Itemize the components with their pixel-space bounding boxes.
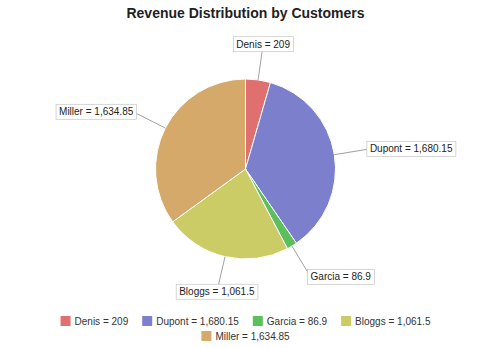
data-label: Bloggs = 1,061.5 (179, 286, 255, 297)
legend-label: Dupont = 1,680.15 (156, 316, 239, 327)
annotation-box (367, 141, 456, 156)
legend-item: Miller = 1,634.85 (201, 331, 290, 342)
data-label: Garcia = 86.9 (311, 271, 372, 282)
leader-line (133, 112, 165, 128)
legend-item: Bloggs = 1,061.5 (341, 316, 431, 327)
chart: Revenue Distribution by Customers Denis =… (0, 0, 491, 348)
legend-label: Miller = 1,634.85 (215, 331, 290, 342)
pie-slice (156, 79, 246, 222)
data-label: Denis = 209 (236, 39, 290, 50)
legend-swatch (201, 331, 211, 341)
legend-item: Dupont = 1,680.15 (142, 316, 239, 327)
pie (156, 79, 336, 259)
data-label: Dupont = 1,680.15 (370, 143, 453, 154)
legend-swatch (253, 316, 263, 326)
legend-item: Denis = 209 (61, 316, 129, 327)
legend-label: Bloggs = 1,061.5 (355, 316, 431, 327)
legend-swatch (61, 316, 71, 326)
annotation-box (176, 284, 258, 299)
annotation-box (233, 37, 293, 52)
annotation-box (308, 269, 375, 284)
legend-swatch (341, 316, 351, 326)
annotation-box (56, 104, 137, 119)
annotations: Denis = 209 Dupont = 1,680.15 Garcia = 86.… (56, 37, 456, 299)
legend-item: Garcia = 86.9 (253, 316, 328, 327)
legend-swatch (142, 316, 152, 326)
title: Revenue Distribution by Customers (126, 5, 364, 21)
legend-label: Denis = 209 (75, 316, 129, 327)
data-label: Miller = 1,634.85 (59, 106, 134, 117)
legend-label: Garcia = 86.9 (267, 316, 328, 327)
leader-line (334, 149, 370, 155)
legend: Denis = 209 Dupont = 1,680.15 Garcia = 86.… (61, 316, 431, 342)
